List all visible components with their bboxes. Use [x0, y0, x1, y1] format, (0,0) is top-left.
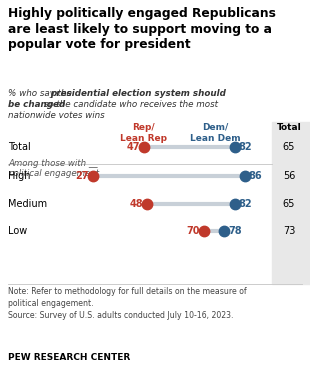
Text: 73: 73: [283, 226, 295, 236]
Text: Medium: Medium: [8, 199, 47, 209]
Text: 27: 27: [76, 171, 89, 181]
Text: Dem/
Lean Dem: Dem/ Lean Dem: [190, 123, 240, 143]
Text: High: High: [8, 171, 30, 181]
Text: 48: 48: [130, 199, 143, 209]
Text: Note: Refer to methodology for full details on the measure of
political engageme: Note: Refer to methodology for full deta…: [8, 287, 247, 320]
Text: Highly politically engaged Republicans
are least likely to support moving to a
p: Highly politically engaged Republicans a…: [8, 7, 276, 51]
Text: 82: 82: [239, 199, 252, 209]
Text: 65: 65: [283, 199, 295, 209]
Text: 82: 82: [239, 142, 252, 152]
Text: 78: 78: [228, 226, 242, 236]
Text: 70: 70: [186, 226, 200, 236]
Text: be changed: be changed: [8, 100, 65, 109]
Bar: [272, 122, 310, 284]
Text: 86: 86: [249, 171, 263, 181]
Text: nationwide votes wins: nationwide votes wins: [8, 111, 105, 120]
Text: 65: 65: [283, 142, 295, 152]
Text: political engagement: political engagement: [8, 169, 99, 178]
Text: Total: Total: [277, 123, 301, 132]
Text: % who say the: % who say the: [8, 89, 75, 98]
Text: 47: 47: [127, 142, 140, 152]
Text: Total: Total: [8, 142, 31, 152]
Text: presidential election system should: presidential election system should: [50, 89, 226, 98]
Text: Among those with __: Among those with __: [8, 159, 98, 168]
Text: PEW RESEARCH CENTER: PEW RESEARCH CENTER: [8, 353, 130, 362]
Text: so the candidate who receives the most: so the candidate who receives the most: [41, 100, 218, 109]
Text: Rep/
Lean Rep: Rep/ Lean Rep: [119, 123, 166, 143]
Text: Low: Low: [8, 226, 27, 236]
Text: 56: 56: [283, 171, 295, 181]
